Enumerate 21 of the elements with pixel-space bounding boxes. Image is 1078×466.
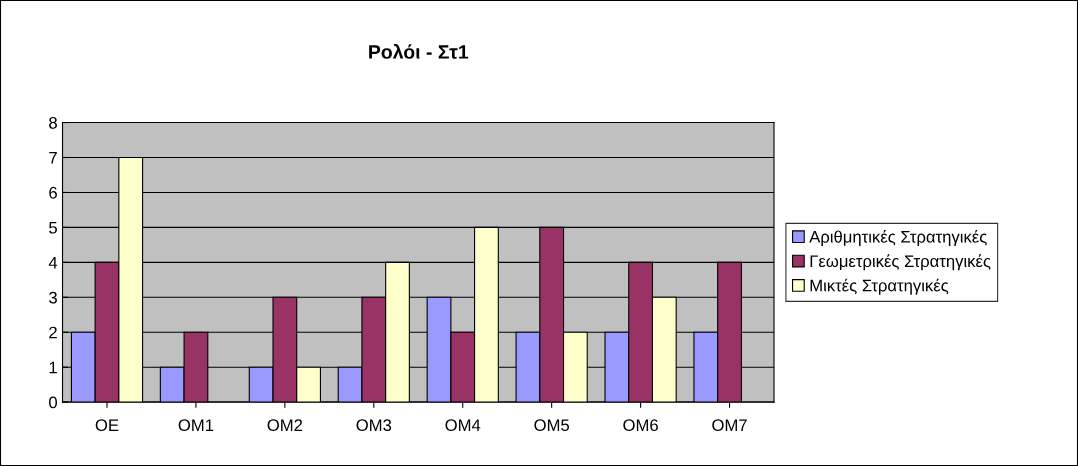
x-tick-label: ΟΜ4: [445, 419, 481, 432]
legend-label: Αριθμητικές Στρατηγικές: [809, 230, 987, 247]
x-tick-label: ΟΕ: [95, 419, 119, 432]
legend-label: Μικτές Στρατηγικές: [810, 278, 949, 295]
x-tick-label: ΟΜ3: [356, 419, 392, 432]
y-tick-label: 2: [49, 326, 57, 339]
y-tick-label: 7: [49, 152, 57, 164]
legend-label: Γεωμετρικές Στρατηγικές: [810, 254, 991, 271]
y-tick-label: 0: [49, 396, 58, 409]
x-tick-label: ΟΜ1: [178, 419, 214, 432]
y-tick-label: 3: [49, 291, 57, 304]
x-tick-label: ΟΜ5: [534, 419, 570, 432]
y-tick-label: 5: [49, 221, 57, 234]
chart-title: Ρολόι - Στ1: [369, 44, 469, 59]
x-tick-label: ΟΜ6: [623, 419, 658, 432]
x-tick-label: ΟΜ7: [712, 419, 747, 432]
x-tick-label: ΟΜ2: [267, 419, 303, 432]
y-tick-label: 1: [49, 361, 57, 374]
y-tick-label: 8: [49, 116, 57, 129]
y-tick-label: 4: [48, 256, 58, 269]
y-tick-label: 6: [49, 186, 57, 199]
